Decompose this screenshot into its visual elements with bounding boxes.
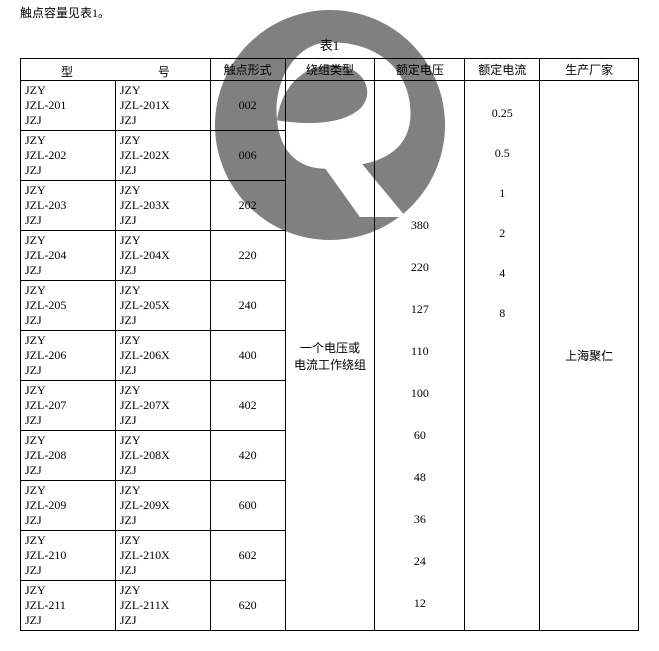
intro-text: 触点容量见表1。 — [20, 4, 639, 21]
cell-contact: 402 — [210, 381, 285, 431]
spec-table: 型 号 触点形式 绕组类型 额定电压 额定电流 生产厂家 JZYJZL-201J… — [20, 58, 639, 631]
cell-model-a: JZYJZL-210JZJ — [21, 531, 116, 581]
cell-model-a: JZYJZL-201JZJ — [21, 81, 116, 131]
cell-winding: 一个电压或电流工作绕组 — [285, 81, 375, 631]
cell-model-a: JZYJZL-209JZJ — [21, 481, 116, 531]
hdr-model-right: 号 — [158, 63, 170, 80]
hdr-winding: 绕组类型 — [285, 59, 375, 81]
cell-model-a: JZYJZL-205JZJ — [21, 281, 116, 331]
cell-model-b: JZYJZL-210XJZJ — [115, 531, 210, 581]
cell-model-a: JZYJZL-211JZJ — [21, 581, 116, 631]
cell-current: 0.250.51248 — [465, 81, 540, 631]
cell-model-b: JZYJZL-208XJZJ — [115, 431, 210, 481]
cell-contact: 400 — [210, 331, 285, 381]
cell-model-a: JZYJZL-202JZJ — [21, 131, 116, 181]
cell-model-b: JZYJZL-201XJZJ — [115, 81, 210, 131]
cell-model-b: JZYJZL-211XJZJ — [115, 581, 210, 631]
cell-contact: 220 — [210, 231, 285, 281]
cell-model-b: JZYJZL-203XJZJ — [115, 181, 210, 231]
cell-contact: 002 — [210, 81, 285, 131]
hdr-voltage: 额定电压 — [375, 59, 465, 81]
cell-model-b: JZYJZL-204XJZJ — [115, 231, 210, 281]
hdr-current: 额定电流 — [465, 59, 540, 81]
cell-model-a: JZYJZL-207JZJ — [21, 381, 116, 431]
table-row: JZYJZL-201JZJJZYJZL-201XJZJ002一个电压或电流工作绕… — [21, 81, 639, 131]
cell-contact: 420 — [210, 431, 285, 481]
cell-voltage: 3802201271101006048362412 — [375, 81, 465, 631]
cell-model-a: JZYJZL-203JZJ — [21, 181, 116, 231]
cell-model-a: JZYJZL-206JZJ — [21, 331, 116, 381]
cell-contact: 620 — [210, 581, 285, 631]
cell-model-b: JZYJZL-206XJZJ — [115, 331, 210, 381]
cell-model-b: JZYJZL-207XJZJ — [115, 381, 210, 431]
cell-contact: 600 — [210, 481, 285, 531]
cell-model-b: JZYJZL-205XJZJ — [115, 281, 210, 331]
hdr-model: 型 号 — [21, 59, 211, 81]
cell-contact: 240 — [210, 281, 285, 331]
hdr-maker: 生产厂家 — [540, 59, 639, 81]
cell-model-a: JZYJZL-204JZJ — [21, 231, 116, 281]
hdr-contact: 触点形式 — [210, 59, 285, 81]
cell-contact: 006 — [210, 131, 285, 181]
cell-model-b: JZYJZL-209XJZJ — [115, 481, 210, 531]
cell-model-b: JZYJZL-202XJZJ — [115, 131, 210, 181]
cell-contact: 602 — [210, 531, 285, 581]
cell-contact: 202 — [210, 181, 285, 231]
cell-maker: 上海聚仁 — [540, 81, 639, 631]
table-header-row: 型 号 触点形式 绕组类型 额定电压 额定电流 生产厂家 — [21, 59, 639, 81]
hdr-model-left: 型 — [61, 63, 73, 80]
table-caption: 表1 — [20, 35, 639, 54]
cell-model-a: JZYJZL-208JZJ — [21, 431, 116, 481]
